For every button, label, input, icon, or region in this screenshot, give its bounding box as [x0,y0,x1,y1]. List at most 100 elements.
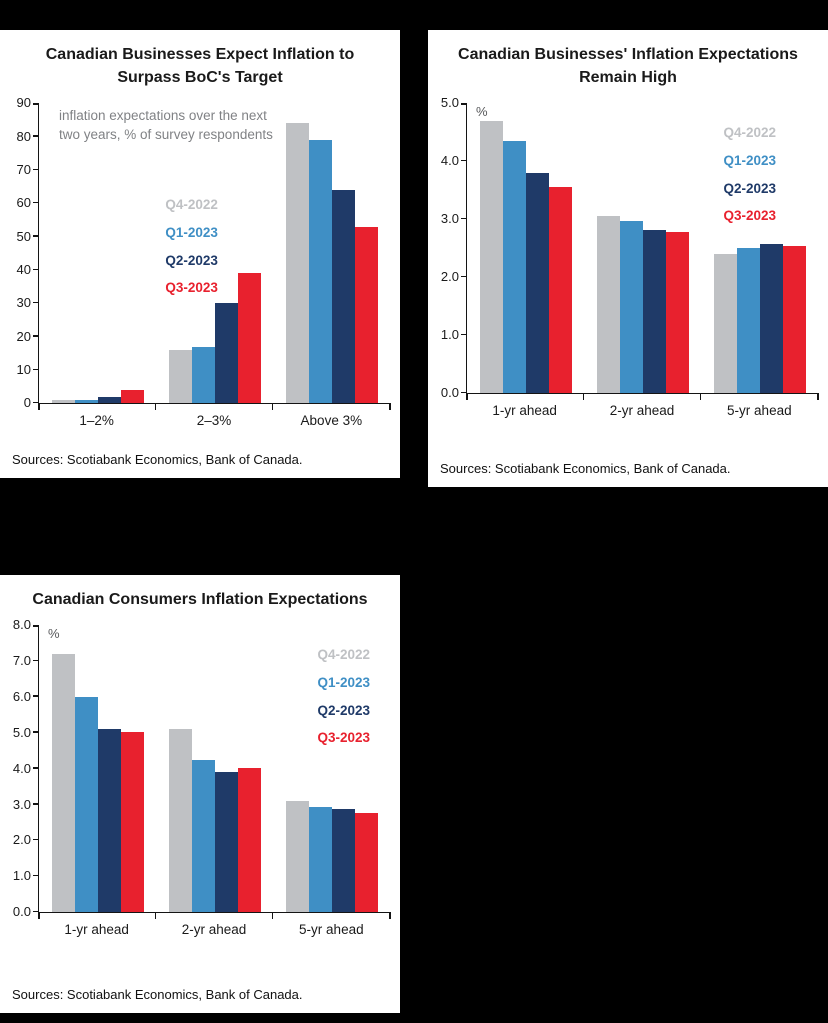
bar-q3-2023 [548,186,572,394]
bar-q1-2023 [191,346,215,404]
y-axis: 0.0 1.0 2.0 3.0 4.0 5.0 6.0 7.0 8.0 [6,617,38,919]
y-tick-mark [33,625,39,627]
bar-q2-2023 [214,772,238,913]
chart-title: Canadian Businesses Expect Inflation to … [45,46,355,87]
y-tick-mark [33,910,39,913]
y-tick-label: 3.0 [12,796,31,812]
x-tick-mark [271,912,274,920]
plot-area: % Q4-2022 Q1-2023 Q2-2023 Q3-2023 [461,103,819,401]
y-tick-label: 8.0 [12,617,31,633]
bar-q4-2022 [51,400,75,404]
y-tick-label: 20 [16,328,31,344]
bar-q2-2023 [525,172,549,394]
x-tick-mark [154,912,157,920]
y-tick-label: 4.0 [440,153,459,169]
y-axis-unit-label: % [476,104,488,120]
bar-group [584,216,701,394]
y-tick-mark [33,103,39,105]
x-tick-mark [271,403,274,411]
x-category-label: 1-yr ahead [492,403,557,419]
bar-group [273,800,390,913]
x-category-label: 5-yr ahead [727,403,792,419]
bar-q2-2023 [331,190,355,404]
x-axis-labels: 1–2% 2–3% Above 3% [38,413,390,428]
legend-item-q2-2023: Q2-2023 [165,252,218,268]
x-tick-mark [154,403,157,411]
plot-wrap: % Q4-2022 Q1-2023 Q2-2023 Q3-2023 1-yr ahea… [461,103,819,419]
x-category-label: Above 3% [300,413,363,429]
bar-q4-2022 [713,254,737,394]
legend-item-q3-2023: Q3-2023 [317,730,370,746]
plot-area: inflation expectations over the next two… [33,103,391,411]
x-tick-mark [389,403,391,411]
legend-item-q2-2023: Q2-2023 [317,702,370,718]
y-tick-label: 2.0 [12,832,31,848]
y-tick-label: 60 [16,195,31,211]
chart-businesses-inflation-expectations: Canadian Businesses' Inflation Expectati… [428,30,828,487]
y-tick-mark [33,235,39,237]
legend-item-q4-2022: Q4-2022 [723,125,776,141]
y-tick-mark [33,335,39,337]
y-tick-label: 3.0 [440,211,459,227]
bar-q1-2023 [191,759,215,913]
x-category-label: 5-yr ahead [299,922,364,938]
legend-item-q3-2023: Q3-2023 [165,280,218,296]
chart-title: Canadian Businesses' Inflation Expectati… [458,46,798,87]
y-axis: 0 10 20 30 40 50 60 70 80 90 [6,95,38,410]
bar-q2-2023 [642,230,666,394]
bar-q1-2023 [619,221,643,394]
y-tick-label: 50 [16,228,31,244]
y-tick-mark [33,731,39,733]
y-tick-label: 0.0 [440,385,459,401]
legend-item-q1-2023: Q1-2023 [723,153,776,169]
y-tick-label: 40 [16,262,31,278]
legend-item-q2-2023: Q2-2023 [723,180,776,196]
y-tick-mark [33,401,39,404]
y-tick-label: 4.0 [12,760,31,776]
y-tick-label: 0 [23,395,31,411]
y-tick-mark [33,659,39,662]
bar-group [467,120,584,394]
sources-note: Sources: Scotiabank Economics, Bank of C… [12,452,303,467]
y-tick-mark [33,803,39,805]
bar-q4-2022 [285,800,309,913]
legend-item-q3-2023: Q3-2023 [723,208,776,224]
chart-area: 0.0 1.0 2.0 3.0 4.0 5.0 6.0 7.0 8.0 % Q4-2022 Q1-… [6,617,391,937]
y-tick-label: 10 [16,362,31,378]
x-tick-mark [699,393,702,401]
chart-businesses-expect-inflation: Canadian Businesses Expect Inflation to … [0,30,400,478]
y-tick-label: 0.0 [12,904,31,920]
y-tick-label: 7.0 [12,653,31,669]
bar-q4-2022 [479,120,503,394]
legend-item-q4-2022: Q4-2022 [165,197,218,213]
x-category-label: 1-yr ahead [64,922,129,938]
bar-q4-2022 [168,350,192,404]
y-tick-mark [33,135,39,137]
y-tick-mark [33,695,39,697]
legend-item-q4-2022: Q4-2022 [317,647,370,663]
x-category-label: 1–2% [79,413,114,429]
bar-q1-2023 [74,400,98,404]
bar-q4-2022 [285,123,309,404]
chart-annotation: inflation expectations over the next two… [59,108,273,142]
y-tick-label: 80 [16,128,31,144]
bar-q1-2023 [308,807,332,913]
y-tick-mark [33,168,39,171]
y-tick-mark [33,767,39,769]
bar-q3-2023 [782,246,806,394]
bar-q1-2023 [308,140,332,404]
y-tick-label: 30 [16,295,31,311]
plot-wrap: % Q4-2022 Q1-2023 Q2-2023 Q3-2023 1-yr ahea… [33,625,391,937]
x-axis-labels: 1-yr ahead 2-yr ahead 5-yr ahead [38,922,390,937]
bar-q1-2023 [736,248,760,394]
bar-group [39,653,156,913]
y-tick-mark [33,874,39,877]
bar-q1-2023 [502,141,526,394]
x-category-label: 2-yr ahead [609,403,675,419]
plot-wrap: inflation expectations over the next two… [33,103,391,428]
y-tick-mark [33,838,39,841]
bar-q3-2023 [237,767,261,913]
y-tick-label: 6.0 [12,688,31,704]
bar-q3-2023 [120,390,144,404]
bar-group [273,123,390,404]
